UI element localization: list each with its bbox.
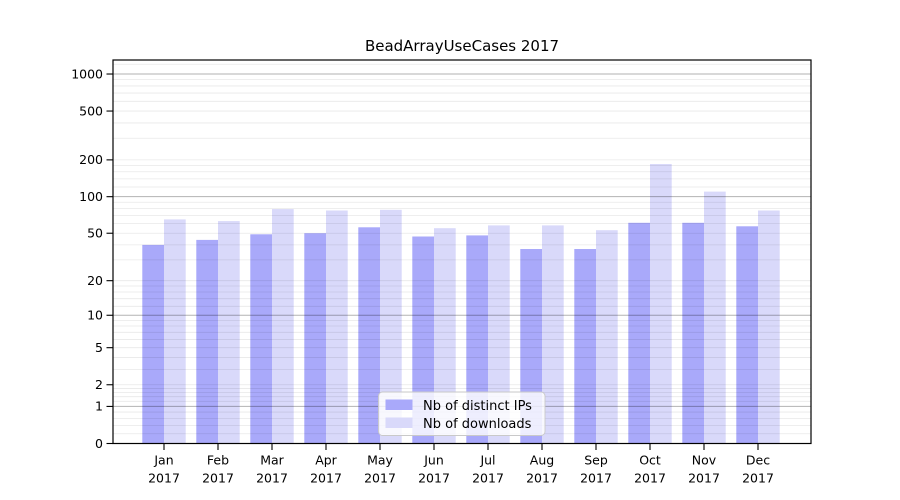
legend-swatch-distinct-ips-icon xyxy=(385,399,413,410)
legend: Nb of distinct IPs Nb of downloads xyxy=(378,391,546,436)
x-tick-label-month-apr: Apr xyxy=(315,453,337,468)
legend-box xyxy=(378,391,546,436)
bar-nov-distinct-ips xyxy=(682,222,704,444)
bars-layer xyxy=(142,164,780,444)
y-tick-label-0: 0 xyxy=(95,436,103,451)
bar-sep-distinct-ips xyxy=(574,249,596,444)
bar-jan-distinct-ips xyxy=(142,244,164,444)
bar-feb-distinct-ips xyxy=(196,239,218,444)
legend-label-distinct-ips: Nb of distinct IPs xyxy=(423,399,532,414)
bar-oct-downloads xyxy=(650,164,672,444)
y-tick-label-50: 50 xyxy=(87,226,103,241)
bar-aug-downloads xyxy=(542,225,564,444)
bar-may-distinct-ips xyxy=(358,227,380,444)
tick-marks-layer xyxy=(106,73,759,450)
x-tick-label-year-mar: 2017 xyxy=(256,471,288,486)
x-tick-label-year-dec: 2017 xyxy=(742,471,774,486)
bar-apr-distinct-ips xyxy=(304,233,326,444)
bar-dec-downloads xyxy=(758,210,780,444)
y-tick-label-10: 10 xyxy=(87,308,103,323)
x-tick-label-month-jun: Jun xyxy=(423,453,444,468)
bar-may-downloads xyxy=(380,209,402,444)
x-tick-label-year-sep: 2017 xyxy=(580,471,612,486)
x-tick-label-month-mar: Mar xyxy=(260,453,284,468)
bar-jul-distinct-ips xyxy=(466,235,488,444)
x-tick-label-month-feb: Feb xyxy=(207,453,229,468)
bar-mar-distinct-ips xyxy=(250,234,272,444)
bar-apr-downloads xyxy=(326,210,348,444)
x-tick-label-month-aug: Aug xyxy=(530,453,554,468)
x-tick-label-year-oct: 2017 xyxy=(634,471,666,486)
x-tick-label-year-nov: 2017 xyxy=(688,471,720,486)
bar-nov-downloads xyxy=(704,191,726,444)
bar-dec-distinct-ips xyxy=(736,226,758,444)
y-tick-label-100: 100 xyxy=(79,189,103,204)
grid-layer xyxy=(113,63,811,435)
bar-sep-downloads xyxy=(596,230,618,444)
bar-jan-downloads xyxy=(164,219,186,444)
chart-title: BeadArrayUseCases 2017 xyxy=(365,37,559,55)
x-tick-label-year-apr: 2017 xyxy=(310,471,342,486)
x-tick-label-year-jan: 2017 xyxy=(148,471,180,486)
x-tick-label-month-may: May xyxy=(367,453,393,468)
x-tick-label-year-feb: 2017 xyxy=(202,471,234,486)
x-tick-label-month-nov: Nov xyxy=(692,453,717,468)
bar-jul-downloads xyxy=(488,225,510,444)
y-tick-label-200: 200 xyxy=(79,152,103,167)
x-tick-label-month-dec: Dec xyxy=(746,453,770,468)
x-tick-label-year-jul: 2017 xyxy=(472,471,504,486)
y-tick-label-1000: 1000 xyxy=(71,66,103,81)
plot-border xyxy=(112,59,812,445)
x-tick-label-year-jun: 2017 xyxy=(418,471,450,486)
bar-oct-distinct-ips xyxy=(628,222,650,444)
y-tick-label-5: 5 xyxy=(95,340,103,355)
x-tick-label-month-sep: Sep xyxy=(584,453,608,468)
y-tick-label-20: 20 xyxy=(87,273,103,288)
bar-mar-downloads xyxy=(272,209,294,444)
legend-label-downloads: Nb of downloads xyxy=(423,417,532,432)
y-tick-label-1: 1 xyxy=(95,399,103,414)
y-axis-labels: 0 1 2 5 10 20 50 100 200 500 1000 xyxy=(71,66,103,450)
legend-swatch-downloads-icon xyxy=(385,417,413,428)
x-tick-label-year-may: 2017 xyxy=(364,471,396,486)
x-tick-label-month-jan: Jan xyxy=(153,453,173,468)
y-tick-label-500: 500 xyxy=(79,103,103,118)
x-tick-label-month-oct: Oct xyxy=(639,453,661,468)
x-axis-labels: Jan 2017 Feb 2017 Mar 2017 Apr 2017 May 2017 Jun 20… xyxy=(148,453,774,486)
x-tick-label-month-jul: Jul xyxy=(479,453,495,468)
bar-jun-downloads xyxy=(434,228,456,444)
x-tick-label-year-aug: 2017 xyxy=(526,471,558,486)
y-tick-label-2: 2 xyxy=(95,377,103,392)
bar-feb-downloads xyxy=(218,221,240,444)
